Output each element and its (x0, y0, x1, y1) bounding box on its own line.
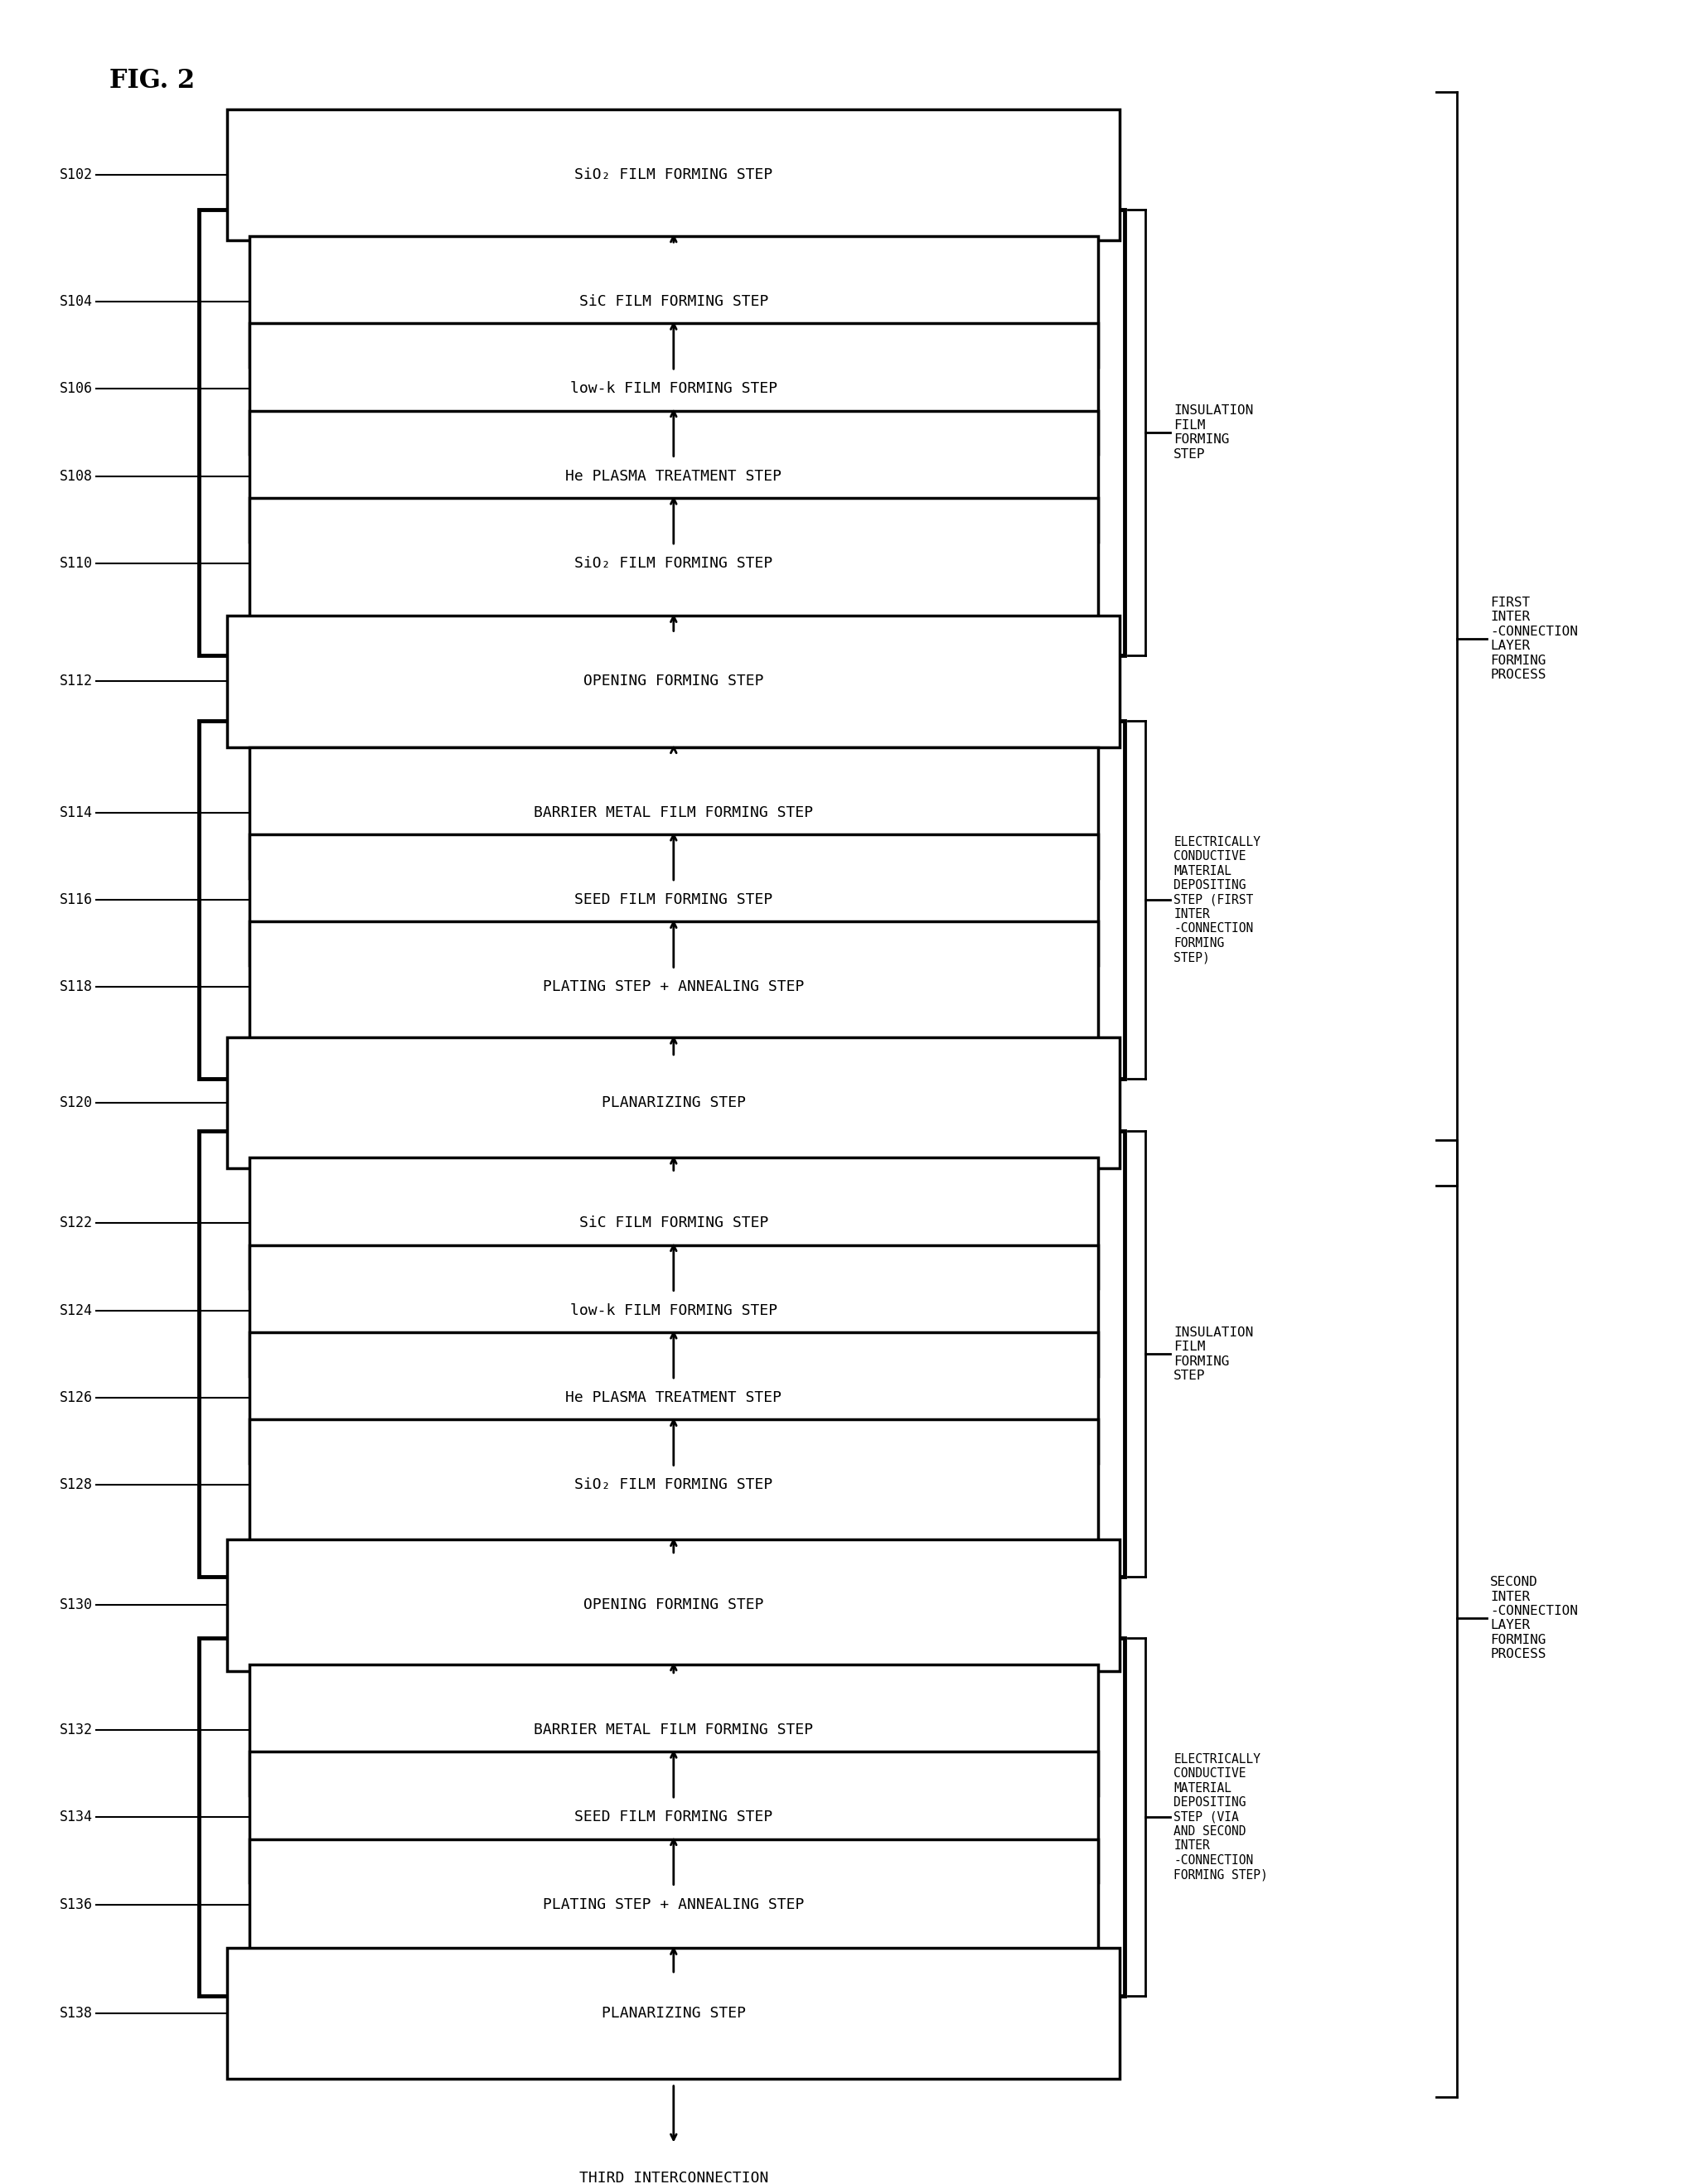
Bar (249, 1420, 1098, 1551)
Bar (249, 1332, 1098, 1463)
Text: S104: S104 (59, 295, 93, 308)
Bar (249, 1752, 1098, 1883)
Bar (249, 747, 1098, 878)
Text: S128: S128 (59, 1479, 93, 1492)
Text: S124: S124 (59, 1304, 93, 1317)
Bar (227, 1540, 1120, 1671)
Text: He PLASMA TREATMENT STEP: He PLASMA TREATMENT STEP (566, 470, 781, 483)
Bar (249, 498, 1098, 629)
Text: S132: S132 (59, 1723, 93, 1736)
Text: INSULATION
FILM
FORMING
STEP: INSULATION FILM FORMING STEP (1174, 1326, 1253, 1382)
Text: S114: S114 (59, 806, 93, 819)
Text: OPENING FORMING STEP: OPENING FORMING STEP (583, 1599, 765, 1612)
Text: SiC FILM FORMING STEP: SiC FILM FORMING STEP (579, 295, 768, 308)
Text: FIRST
INTER
-CONNECTION
LAYER
FORMING
PROCESS: FIRST INTER -CONNECTION LAYER FORMING PR… (1490, 596, 1578, 681)
Text: S134: S134 (59, 1811, 93, 1824)
Text: He PLASMA TREATMENT STEP: He PLASMA TREATMENT STEP (566, 1391, 781, 1404)
Bar (199, 210, 1125, 655)
Bar (199, 1638, 1125, 1996)
Text: SiO₂ FILM FORMING STEP: SiO₂ FILM FORMING STEP (574, 557, 773, 570)
Text: PLANARIZING STEP: PLANARIZING STEP (601, 1096, 746, 1109)
Bar (249, 922, 1098, 1053)
Text: INSULATION
FILM
FORMING
STEP: INSULATION FILM FORMING STEP (1174, 404, 1253, 461)
Bar (249, 236, 1098, 367)
Bar (227, 1948, 1120, 2079)
Text: PLANARIZING STEP: PLANARIZING STEP (601, 2007, 746, 2020)
Bar (227, 109, 1120, 240)
Text: S120: S120 (59, 1096, 93, 1109)
Text: THIRD INTERCONNECTION
LAYER FORMING PROCESS: THIRD INTERCONNECTION LAYER FORMING PROC… (579, 2171, 768, 2184)
Bar (249, 1245, 1098, 1376)
Text: SiO₂ FILM FORMING STEP: SiO₂ FILM FORMING STEP (574, 168, 773, 181)
Text: PLATING STEP + ANNEALING STEP: PLATING STEP + ANNEALING STEP (542, 981, 805, 994)
Bar (249, 1158, 1098, 1289)
Text: S106: S106 (59, 382, 93, 395)
Text: low-k FILM FORMING STEP: low-k FILM FORMING STEP (569, 382, 778, 395)
Text: BARRIER METAL FILM FORMING STEP: BARRIER METAL FILM FORMING STEP (534, 806, 813, 819)
Text: S126: S126 (59, 1391, 93, 1404)
Text: low-k FILM FORMING STEP: low-k FILM FORMING STEP (569, 1304, 778, 1317)
Text: S102: S102 (59, 168, 93, 181)
Bar (249, 1839, 1098, 1970)
Text: SEED FILM FORMING STEP: SEED FILM FORMING STEP (574, 893, 773, 906)
Text: SiC FILM FORMING STEP: SiC FILM FORMING STEP (579, 1216, 768, 1230)
Bar (227, 1037, 1120, 1168)
Text: SEED FILM FORMING STEP: SEED FILM FORMING STEP (574, 1811, 773, 1824)
Text: S110: S110 (59, 557, 93, 570)
Bar (249, 1664, 1098, 1795)
Text: S136: S136 (59, 1898, 93, 1911)
Text: ELECTRICALLY
CONDUCTIVE
MATERIAL
DEPOSITING
STEP (FIRST
INTER
-CONNECTION
FORMIN: ELECTRICALLY CONDUCTIVE MATERIAL DEPOSIT… (1174, 836, 1261, 963)
Text: ELECTRICALLY
CONDUCTIVE
MATERIAL
DEPOSITING
STEP (VIA
AND SECOND
INTER
-CONNECTI: ELECTRICALLY CONDUCTIVE MATERIAL DEPOSIT… (1174, 1754, 1268, 1880)
Text: SiO₂ FILM FORMING STEP: SiO₂ FILM FORMING STEP (574, 1479, 773, 1492)
Text: S122: S122 (59, 1216, 93, 1230)
Text: S130: S130 (59, 1599, 93, 1612)
Bar (199, 1131, 1125, 1577)
Bar (249, 411, 1098, 542)
Text: S112: S112 (59, 675, 93, 688)
Text: S118: S118 (59, 981, 93, 994)
Text: PLATING STEP + ANNEALING STEP: PLATING STEP + ANNEALING STEP (542, 1898, 805, 1911)
Bar (249, 834, 1098, 965)
Text: SECOND
INTER
-CONNECTION
LAYER
FORMING
PROCESS: SECOND INTER -CONNECTION LAYER FORMING P… (1490, 1577, 1578, 1660)
Bar (227, 616, 1120, 747)
Bar (199, 721, 1125, 1079)
Text: S138: S138 (59, 2007, 93, 2020)
Bar (249, 323, 1098, 454)
Text: S116: S116 (59, 893, 93, 906)
Text: FIG. 2: FIG. 2 (109, 68, 195, 94)
Text: OPENING FORMING STEP: OPENING FORMING STEP (583, 675, 765, 688)
Text: BARRIER METAL FILM FORMING STEP: BARRIER METAL FILM FORMING STEP (534, 1723, 813, 1736)
Text: S108: S108 (59, 470, 93, 483)
